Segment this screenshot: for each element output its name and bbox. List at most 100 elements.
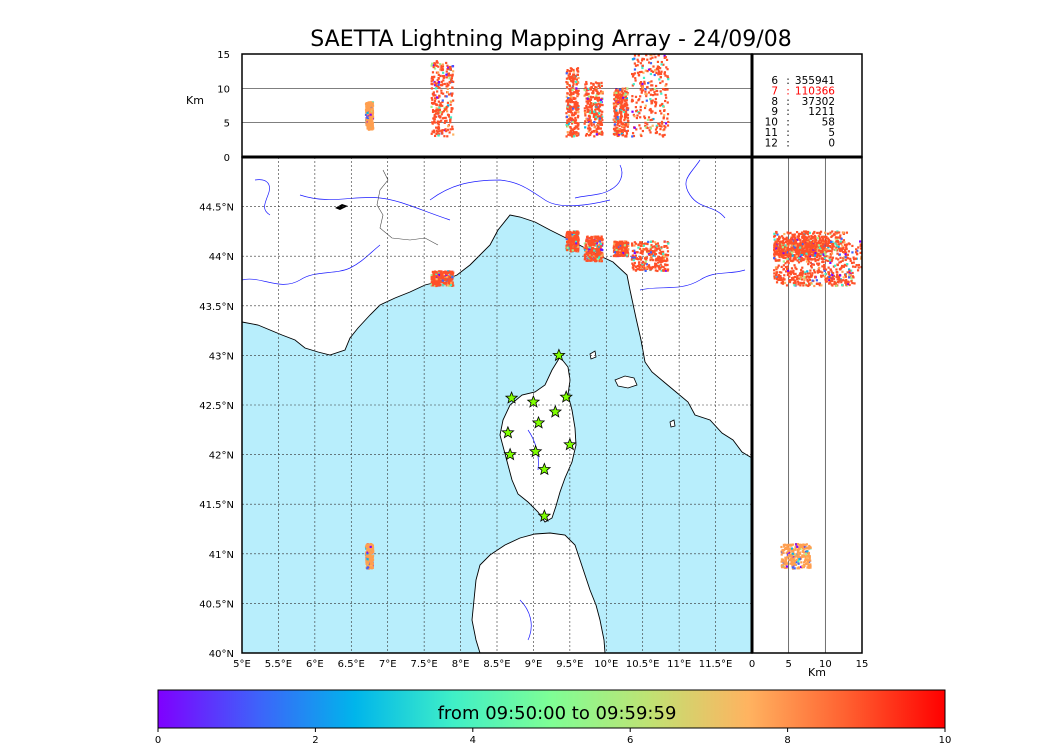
lightning-source — [795, 543, 798, 546]
lightning-source — [588, 99, 591, 103]
lightning-source — [800, 278, 804, 281]
lightning-source — [441, 65, 445, 68]
lightning-source — [442, 283, 445, 287]
lightning-source — [660, 125, 663, 128]
lightning-source — [775, 271, 779, 274]
lightning-source — [446, 91, 449, 94]
lightning-source — [796, 543, 800, 546]
lightning-source — [437, 128, 440, 131]
lightning-source — [791, 245, 795, 248]
lightning-source — [811, 250, 814, 253]
lightning-source — [451, 278, 454, 281]
lightning-source — [820, 245, 823, 248]
lightning-source — [657, 70, 661, 73]
lat-tick-label: 42°N — [209, 451, 234, 462]
lightning-source — [568, 100, 571, 103]
lightning-source — [646, 123, 649, 126]
lightning-source — [811, 272, 814, 275]
lightning-source — [806, 270, 809, 273]
lightning-source — [822, 241, 825, 244]
lightning-source — [665, 58, 669, 61]
lightning-source — [783, 232, 786, 236]
lightning-source — [654, 266, 657, 269]
lightning-source — [791, 233, 794, 236]
lightning-source — [641, 248, 645, 251]
lightning-source — [575, 105, 578, 109]
lightning-source — [439, 105, 442, 108]
lightning-source — [575, 250, 578, 253]
lightning-source — [438, 115, 441, 118]
lightning-source — [436, 120, 439, 123]
lightning-source — [446, 101, 450, 104]
lightning-source — [827, 273, 831, 276]
lightning-source — [597, 112, 601, 115]
lightning-source — [800, 282, 803, 285]
lightning-source — [799, 242, 802, 246]
lightning-source — [441, 68, 445, 71]
lightning-source — [640, 59, 644, 62]
lightning-source — [808, 283, 811, 286]
lightning-source — [435, 71, 439, 74]
lightning-source — [445, 277, 448, 280]
lightning-source — [599, 257, 603, 260]
lightning-source — [645, 242, 648, 245]
lat-tick-label: 42.5°N — [199, 401, 234, 412]
lightning-source — [655, 247, 659, 251]
lightning-source — [597, 115, 600, 118]
lightning-source — [593, 259, 596, 262]
lightning-source — [801, 544, 804, 547]
lightning-source — [615, 93, 619, 97]
lightning-source — [839, 240, 842, 243]
lightning-source — [566, 97, 570, 100]
lightning-source — [800, 253, 803, 256]
lightning-source — [659, 128, 662, 131]
lightning-source — [642, 264, 646, 267]
lightning-source — [584, 83, 587, 86]
right-km-tick-label: 5 — [785, 659, 791, 670]
lightning-source — [450, 272, 453, 276]
lightning-source — [597, 126, 600, 130]
lightning-source — [435, 108, 438, 112]
lightning-source — [806, 232, 810, 236]
lightning-source — [641, 268, 644, 271]
lightning-source — [618, 121, 621, 124]
lightning-source — [431, 282, 435, 285]
lightning-source — [841, 241, 845, 244]
lightning-source — [621, 245, 624, 249]
lightning-source — [663, 254, 666, 258]
lightning-source — [648, 81, 651, 84]
lightning-source — [575, 108, 578, 111]
lightning-source — [599, 109, 602, 112]
lightning-source — [838, 253, 841, 256]
lightning-source — [623, 254, 626, 257]
lightning-source — [649, 258, 652, 262]
land-sardinia — [471, 532, 606, 653]
lightning-source — [780, 553, 783, 556]
lightning-source — [828, 244, 831, 248]
alt-tick-label: 0 — [224, 153, 230, 164]
lightning-source — [570, 105, 573, 109]
lightning-source — [666, 117, 669, 120]
lightning-source — [624, 95, 627, 99]
lightning-source — [370, 558, 373, 561]
lightning-source — [659, 263, 662, 266]
lightning-source — [798, 551, 801, 554]
lightning-source — [585, 249, 588, 252]
lightning-source — [572, 118, 575, 121]
lightning-source — [576, 104, 579, 107]
lightning-source — [430, 80, 433, 83]
lightning-source — [859, 251, 862, 255]
stat-colon: : — [786, 75, 790, 87]
lightning-source — [591, 102, 594, 105]
lightning-source — [568, 88, 571, 91]
lightning-source — [599, 242, 602, 246]
lightning-source — [621, 88, 625, 91]
lightning-source — [809, 245, 812, 248]
lightning-source — [643, 106, 647, 110]
lake — [335, 204, 348, 210]
lightning-source — [577, 93, 580, 96]
lightning-source — [445, 281, 448, 285]
lightning-source — [566, 125, 569, 128]
lightning-source — [575, 103, 579, 106]
lightning-source — [654, 84, 658, 88]
